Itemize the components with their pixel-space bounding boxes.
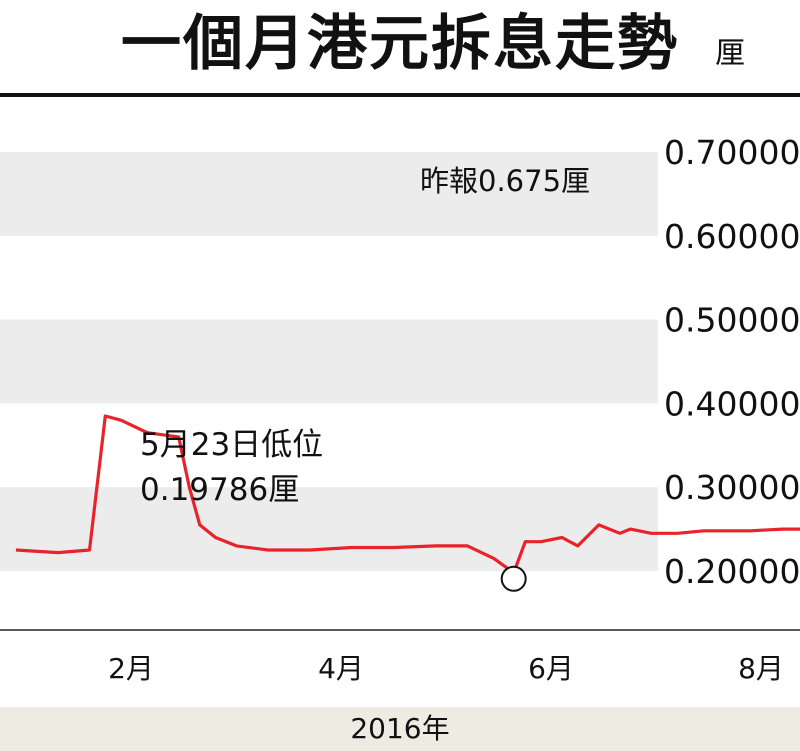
unit-label: 厘 (715, 36, 745, 71)
annotation-low-date: 5月23日低位 (140, 427, 323, 463)
line-chart: 0.70000 0.60000 0.50000 0.40000 0.30000 0.200… (0, 93, 800, 685)
grid-band (0, 487, 658, 571)
y-tick-label: 0.20000 (664, 552, 800, 591)
y-tick-label: 0.60000 (664, 217, 800, 256)
y-tick-label: 0.50000 (664, 301, 800, 340)
annotation-latest: 昨報0.675厘 (420, 164, 590, 198)
x-tick-label: 2月 (108, 652, 154, 685)
grid-band (0, 319, 658, 404)
grid-band (0, 152, 658, 236)
y-tick-label: 0.70000 (664, 133, 800, 172)
chart-title: 一個月港元拆息走勢 (121, 9, 679, 79)
series-line (15, 414, 800, 575)
y-tick-label: 0.30000 (664, 468, 800, 507)
low-point-marker (500, 565, 527, 592)
x-tick-label: 6月 (528, 652, 574, 685)
x-tick-label: 8月 (738, 652, 784, 685)
x-tick-label: 4月 (318, 652, 364, 685)
y-tick-label: 0.40000 (664, 384, 800, 423)
annotation-low-value: 0.19786厘 (140, 472, 299, 508)
year-label: 2016年 (0, 707, 800, 751)
